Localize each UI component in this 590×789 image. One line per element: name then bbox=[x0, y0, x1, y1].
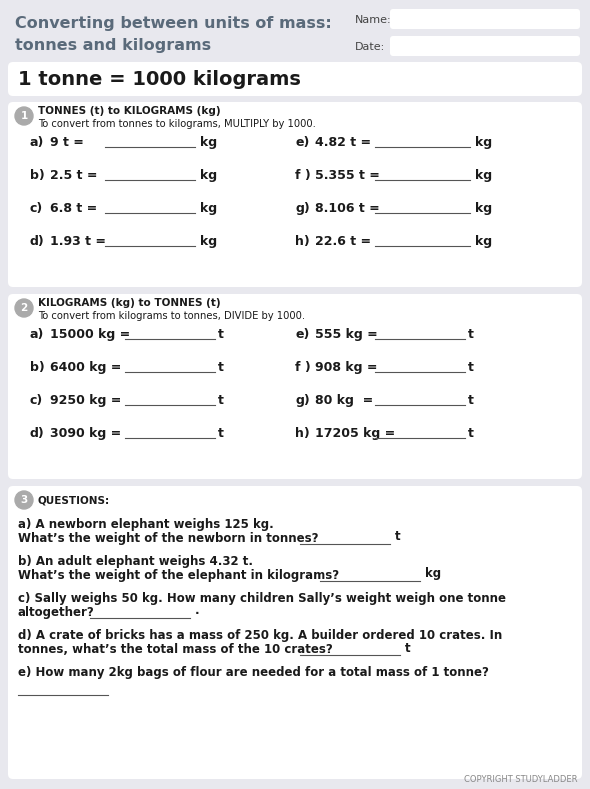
Text: kg: kg bbox=[200, 201, 217, 215]
Text: 80 kg  =: 80 kg = bbox=[315, 394, 373, 406]
Text: Converting between units of mass:: Converting between units of mass: bbox=[15, 16, 332, 31]
Text: e): e) bbox=[295, 136, 309, 148]
Text: 1 tonne = 1000 kilograms: 1 tonne = 1000 kilograms bbox=[18, 69, 301, 88]
FancyBboxPatch shape bbox=[8, 486, 582, 779]
Text: t: t bbox=[405, 641, 411, 655]
FancyBboxPatch shape bbox=[8, 102, 582, 287]
Text: 555 kg =: 555 kg = bbox=[315, 327, 378, 341]
Text: b): b) bbox=[30, 361, 45, 373]
Circle shape bbox=[15, 491, 33, 509]
Text: 2.5 t =: 2.5 t = bbox=[50, 169, 97, 181]
Text: t: t bbox=[218, 361, 224, 373]
Text: t: t bbox=[468, 361, 474, 373]
Text: 5.355 t =: 5.355 t = bbox=[315, 169, 380, 181]
Text: h): h) bbox=[295, 234, 310, 248]
Text: 3090 kg =: 3090 kg = bbox=[50, 427, 122, 439]
Text: 9250 kg =: 9250 kg = bbox=[50, 394, 122, 406]
Text: 908 kg =: 908 kg = bbox=[315, 361, 378, 373]
FancyBboxPatch shape bbox=[390, 9, 580, 29]
Text: a): a) bbox=[30, 136, 44, 148]
Text: h): h) bbox=[295, 427, 310, 439]
Text: t: t bbox=[395, 530, 401, 544]
Text: c) Sally weighs 50 kg. How many children Sally’s weight weigh one tonne: c) Sally weighs 50 kg. How many children… bbox=[18, 592, 506, 605]
Text: kg: kg bbox=[425, 567, 441, 581]
Text: COPYRIGHT STUDYLADDER: COPYRIGHT STUDYLADDER bbox=[464, 776, 578, 784]
Text: kg: kg bbox=[200, 234, 217, 248]
Text: 1.93 t =: 1.93 t = bbox=[50, 234, 106, 248]
Text: f ): f ) bbox=[295, 361, 311, 373]
Text: 1: 1 bbox=[21, 111, 28, 121]
Text: f ): f ) bbox=[295, 169, 311, 181]
Text: What’s the weight of the newborn in tonnes?: What’s the weight of the newborn in tonn… bbox=[18, 532, 319, 545]
Text: kg: kg bbox=[475, 169, 492, 181]
Text: e) How many 2kg bags of flour are needed for a total mass of 1 tonne?: e) How many 2kg bags of flour are needed… bbox=[18, 666, 489, 679]
FancyBboxPatch shape bbox=[390, 36, 580, 56]
Text: g): g) bbox=[295, 394, 310, 406]
Text: QUESTIONS:: QUESTIONS: bbox=[38, 495, 110, 505]
FancyBboxPatch shape bbox=[8, 62, 582, 96]
Text: kg: kg bbox=[200, 169, 217, 181]
Text: kg: kg bbox=[475, 136, 492, 148]
Text: g): g) bbox=[295, 201, 310, 215]
Text: altogether?: altogether? bbox=[18, 606, 95, 619]
Text: 8.106 t =: 8.106 t = bbox=[315, 201, 380, 215]
Text: 6400 kg =: 6400 kg = bbox=[50, 361, 122, 373]
Text: kg: kg bbox=[475, 234, 492, 248]
Text: b): b) bbox=[30, 169, 45, 181]
Text: 9 t =: 9 t = bbox=[50, 136, 84, 148]
FancyBboxPatch shape bbox=[8, 294, 582, 479]
Text: What’s the weight of the elephant in kilograms?: What’s the weight of the elephant in kil… bbox=[18, 569, 339, 582]
Text: d): d) bbox=[30, 427, 45, 439]
Circle shape bbox=[15, 107, 33, 125]
Circle shape bbox=[15, 299, 33, 317]
Text: t: t bbox=[468, 394, 474, 406]
Text: TONNES (t) to KILOGRAMS (kg): TONNES (t) to KILOGRAMS (kg) bbox=[38, 106, 221, 116]
Text: 6.8 t =: 6.8 t = bbox=[50, 201, 97, 215]
Text: t: t bbox=[218, 327, 224, 341]
Text: c): c) bbox=[30, 394, 43, 406]
Text: b) An adult elephant weighs 4.32 t.: b) An adult elephant weighs 4.32 t. bbox=[18, 555, 253, 568]
Text: 3: 3 bbox=[21, 495, 28, 505]
Text: .: . bbox=[195, 604, 199, 618]
Text: e): e) bbox=[295, 327, 309, 341]
Text: c): c) bbox=[30, 201, 43, 215]
Text: t: t bbox=[468, 327, 474, 341]
Text: Name:: Name: bbox=[355, 15, 392, 25]
Text: To convert from tonnes to kilograms, MULTIPLY by 1000.: To convert from tonnes to kilograms, MUL… bbox=[38, 119, 316, 129]
Text: 2: 2 bbox=[21, 303, 28, 313]
Text: tonnes, what’s the total mass of the 10 crates?: tonnes, what’s the total mass of the 10 … bbox=[18, 643, 333, 656]
Text: a): a) bbox=[30, 327, 44, 341]
Text: To convert from kilograms to tonnes, DIVIDE by 1000.: To convert from kilograms to tonnes, DIV… bbox=[38, 311, 305, 321]
Text: tonnes and kilograms: tonnes and kilograms bbox=[15, 38, 211, 53]
Text: 17205 kg =: 17205 kg = bbox=[315, 427, 395, 439]
Text: KILOGRAMS (kg) to TONNES (t): KILOGRAMS (kg) to TONNES (t) bbox=[38, 298, 221, 308]
Text: t: t bbox=[218, 394, 224, 406]
Text: 22.6 t =: 22.6 t = bbox=[315, 234, 371, 248]
Text: t: t bbox=[218, 427, 224, 439]
Text: Date:: Date: bbox=[355, 42, 385, 52]
Text: a) A newborn elephant weighs 125 kg.: a) A newborn elephant weighs 125 kg. bbox=[18, 518, 274, 531]
Text: t: t bbox=[468, 427, 474, 439]
Text: kg: kg bbox=[475, 201, 492, 215]
Text: 4.82 t =: 4.82 t = bbox=[315, 136, 371, 148]
Text: d) A crate of bricks has a mass of 250 kg. A builder ordered 10 crates. In: d) A crate of bricks has a mass of 250 k… bbox=[18, 629, 502, 642]
Text: d): d) bbox=[30, 234, 45, 248]
Text: kg: kg bbox=[200, 136, 217, 148]
Text: 15000 kg =: 15000 kg = bbox=[50, 327, 130, 341]
